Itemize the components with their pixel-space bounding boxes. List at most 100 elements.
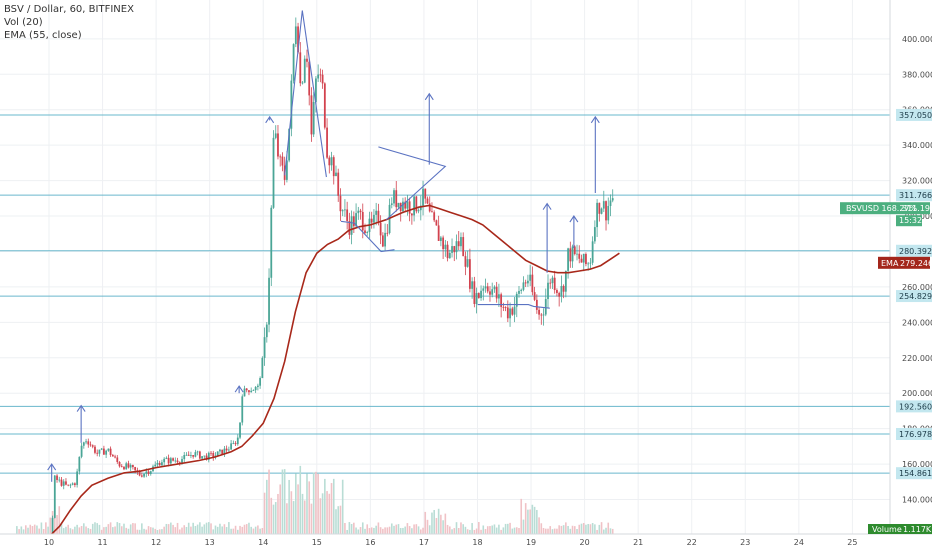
volume-bar (569, 528, 572, 534)
candle-body (542, 314, 545, 316)
candle-body (138, 471, 141, 476)
volume-bar (221, 526, 223, 534)
candle-body (223, 448, 226, 455)
volume-bar (473, 529, 476, 534)
candle-body (89, 444, 92, 446)
candle-body (285, 160, 288, 180)
volume-bar (67, 524, 69, 534)
volume-bar (511, 528, 514, 534)
candle-body (415, 196, 418, 212)
candle-body (192, 455, 195, 457)
volume-bars (16, 465, 614, 534)
arrow-head (569, 215, 579, 223)
candle-body (506, 307, 509, 319)
candle-body (234, 443, 237, 445)
candle-body (330, 157, 333, 166)
volume-bar (482, 525, 485, 534)
candle-body (212, 452, 215, 458)
volume-bar (428, 525, 431, 534)
volume-bar (413, 524, 415, 534)
volume-bar (143, 528, 145, 534)
volume-bar (22, 529, 25, 534)
volume-bar (85, 526, 87, 534)
volume-bar (74, 526, 76, 534)
candle-body (127, 463, 130, 468)
price-axis-panel (890, 0, 932, 550)
candle-body (80, 445, 83, 457)
volume-bar (112, 527, 114, 534)
volume-tag-label: Volume (872, 525, 902, 534)
candle-body (56, 475, 58, 480)
candle-body (484, 286, 487, 289)
x-tick-label: 12 (151, 538, 161, 547)
countdown-tag-bg (896, 215, 922, 227)
level-tag: 176.978 (899, 430, 932, 439)
volume-bar (509, 522, 511, 534)
volume-bar (252, 528, 255, 534)
volume-bar (335, 509, 337, 534)
volume-bar (379, 527, 382, 534)
volume-bar (205, 522, 208, 534)
y-tick-label: 400.000 (902, 35, 932, 44)
volume-bar (234, 525, 237, 534)
trend-drawings (47, 10, 600, 482)
volume-bar (460, 522, 462, 534)
volume-bar (388, 526, 391, 534)
volume-bar (254, 526, 257, 534)
volume-bar (368, 528, 371, 534)
volume-bar (100, 529, 103, 534)
level-tag: 357.050 (899, 111, 932, 120)
ema-tag-value: 279.246 (900, 259, 932, 268)
arrow-head (424, 92, 434, 101)
x-tick-label: 11 (97, 538, 107, 547)
candle-body (73, 483, 76, 485)
volume-bar (38, 528, 40, 534)
candle-body (444, 244, 447, 250)
volume-bar (216, 526, 219, 534)
volume-bar (152, 527, 154, 534)
volume-bar (431, 512, 433, 534)
volume-bar (31, 526, 34, 534)
volume-bar (326, 491, 328, 534)
volume-bar (469, 529, 471, 534)
candle-body (91, 445, 94, 447)
volume-bar (571, 525, 574, 534)
candle-body (140, 475, 143, 477)
volume-bar (147, 526, 150, 534)
candle-body (366, 232, 369, 233)
grid-lines (0, 0, 890, 536)
volume-bar (149, 527, 152, 534)
candle-body (493, 286, 496, 290)
candle-body (553, 277, 556, 291)
volume-bar (56, 515, 58, 534)
legend-symbol[interactable]: BSV / Dollar, 60, BITFINEX (4, 4, 134, 15)
candle-body (502, 306, 505, 308)
volume-bar (299, 465, 302, 534)
volume-bar (384, 527, 386, 534)
candle-body (573, 246, 576, 255)
volume-bar (466, 529, 469, 534)
x-tick-label: 23 (740, 538, 750, 547)
volume-bar (596, 529, 598, 534)
candle-body (453, 246, 456, 253)
volume-bar (578, 524, 581, 534)
legend-volume[interactable]: Vol (20) (4, 17, 43, 28)
candle-body (181, 459, 183, 463)
volume-bar (315, 471, 317, 534)
chart-legend: BSV / Dollar, 60, BITFINEX Vol (20) EMA … (4, 3, 134, 42)
candle-body (455, 241, 458, 253)
candle-body (87, 441, 90, 445)
candle-body (417, 210, 420, 212)
legend-ema[interactable]: EMA (55, close) (4, 30, 82, 41)
candle-body (404, 201, 407, 209)
volume-bar (395, 524, 398, 534)
candle-body (527, 280, 529, 284)
volume-bar (321, 493, 324, 534)
last-price-label: BSVUSD 168.27% (846, 204, 918, 213)
y-tick-label: 220.000 (902, 354, 932, 363)
candle-body (495, 286, 498, 299)
candle-body (328, 157, 331, 166)
candle-body (533, 292, 536, 300)
candle-body (268, 277, 270, 325)
